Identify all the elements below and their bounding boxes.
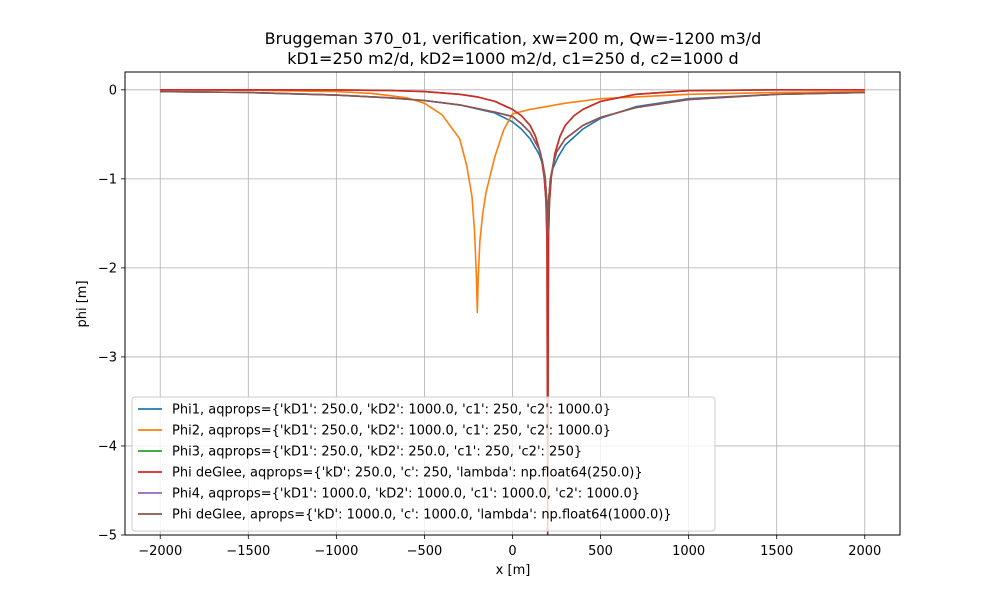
legend-label: Phi4, aqprops={'kD1': 1000.0, 'kD2': 100… (172, 487, 640, 502)
x-tick-label: 1000 (672, 544, 705, 559)
series-line-4 (160, 89, 865, 535)
x-tick-label: 500 (588, 544, 613, 559)
legend-label: Phi deGlee, aqprops={'kD': 250.0, 'c': 2… (172, 466, 643, 481)
x-tick-label: −1000 (314, 544, 358, 559)
x-tick-label: −1500 (226, 544, 270, 559)
y-tick-label: −4 (98, 439, 117, 454)
x-axis-label: x [m] (496, 563, 531, 578)
x-tick-label: 1500 (760, 544, 793, 559)
chart-subtitle: kD1=250 m2/d, kD2=1000 m2/d, c1=250 d, c… (287, 49, 738, 68)
x-tick-label: 2000 (848, 544, 881, 559)
y-tick-label: 0 (109, 83, 117, 98)
y-tick-label: −5 (98, 529, 117, 544)
legend-label: Phi deGlee, aprops={'kD': 1000.0, 'c': 1… (172, 508, 672, 523)
series-layer (160, 89, 865, 535)
y-tick-label: −1 (98, 172, 117, 187)
legend: Phi1, aqprops={'kD1': 250.0, 'kD2': 1000… (131, 396, 716, 532)
y-tick-label: −3 (98, 350, 117, 365)
legend-box (131, 396, 716, 532)
series-line-6 (160, 90, 865, 238)
axis-ticks: −2000 −1500 −1000 −500 0 500 1000 1500 2000 0 −1 −2… (98, 83, 881, 559)
legend-label: Phi2, aqprops={'kD1': 250.0, 'kD2': 1000… (172, 424, 611, 439)
legend-label: Phi3, aqprops={'kD1': 250.0, 'kD2': 250.… (172, 445, 582, 460)
y-tick-label: −2 (98, 261, 117, 276)
y-axis-label: phi [m] (75, 280, 90, 327)
chart-title: Bruggeman 370_01, verification, xw=200 m… (265, 29, 762, 49)
x-tick-label: −500 (407, 544, 443, 559)
x-tick-label: −2000 (138, 544, 182, 559)
legend-label: Phi1, aqprops={'kD1': 250.0, 'kD2': 1000… (172, 403, 611, 418)
x-tick-label: 0 (508, 544, 516, 559)
